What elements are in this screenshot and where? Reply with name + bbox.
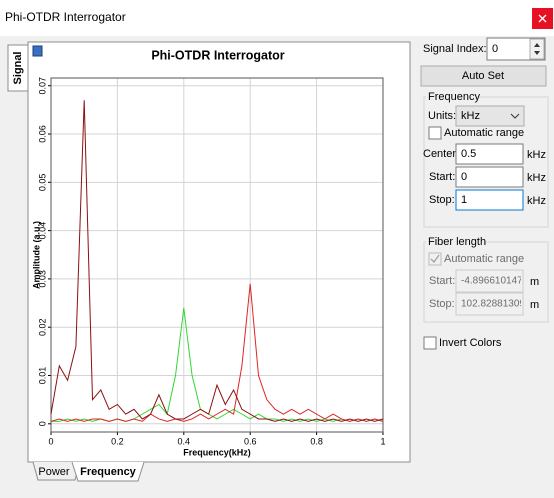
- y-tick-label: 0.06: [37, 125, 47, 143]
- fiber-start-input: [455, 269, 524, 293]
- x-tick-label: 0.2: [111, 436, 124, 446]
- signal-index-label: Signal Index:: [423, 43, 487, 55]
- unit-label: kHz: [527, 172, 546, 184]
- center-input[interactable]: [455, 143, 524, 165]
- plot-frame: [50, 77, 384, 433]
- unit-label: m: [530, 276, 539, 288]
- tab-label[interactable]: Signal: [12, 51, 24, 84]
- start-value[interactable]: 0: [461, 171, 467, 183]
- unit-label: kHz: [527, 195, 546, 207]
- group-label-bg: [426, 236, 486, 248]
- plot-area: [51, 78, 383, 432]
- start-label: Start:: [429, 171, 455, 183]
- x-tick-label: 0.6: [244, 436, 257, 446]
- start-input[interactable]: [455, 166, 524, 188]
- group-label-bg: [426, 91, 478, 103]
- fiber-automatic-range-checkbox: Automatic range: [428, 252, 524, 266]
- group-title: Frequency: [428, 91, 480, 103]
- stop-value[interactable]: 1: [461, 194, 467, 206]
- y-tick-label: 0: [37, 421, 47, 426]
- stop-label: Stop:: [429, 194, 455, 206]
- units-dropdown[interactable]: kHz: [455, 105, 525, 127]
- y-tick-label: 0.03: [37, 270, 47, 288]
- fiber-start-value: -4.896610147: [461, 276, 523, 287]
- y-tick-label: 0.07: [37, 77, 47, 95]
- unit-label: kHz: [527, 149, 546, 161]
- group-title: Fiber length: [428, 236, 486, 248]
- frequency-tab[interactable]: Frequency: [71, 461, 145, 482]
- chart-title: Phi-OTDR Interrogator: [151, 48, 284, 62]
- invert-colors-checkbox[interactable]: Invert Colors: [423, 336, 502, 350]
- signal-index-value[interactable]: 0: [492, 43, 498, 55]
- checkbox-label[interactable]: Automatic range: [444, 127, 524, 139]
- y-tick-label: 0.04: [37, 222, 47, 240]
- x-tick-label: 0.8: [310, 436, 323, 446]
- frequency-group: [423, 96, 549, 228]
- button-label[interactable]: Auto Set: [462, 70, 504, 82]
- stop-label: Stop:: [429, 298, 455, 310]
- center-value[interactable]: 0.5: [461, 148, 476, 160]
- automatic-range-checkbox[interactable]: Automatic range: [428, 126, 524, 140]
- series-line: [50, 283, 384, 422]
- x-tick-label: 1: [380, 436, 385, 446]
- x-tick-label: 0.4: [178, 436, 191, 446]
- series-line: [50, 100, 384, 422]
- units-value[interactable]: kHz: [461, 110, 480, 122]
- signal-tab[interactable]: Signal: [7, 44, 29, 92]
- auto-set-button[interactable]: Auto Set: [420, 65, 547, 87]
- y-tick-label: 0.02: [37, 318, 47, 336]
- fiber-stop-input: [455, 292, 524, 316]
- y-tick-label: 0.01: [37, 367, 47, 385]
- y-axis-label: Amplitude (a.u.): [31, 221, 41, 289]
- checkbox-label: Automatic range: [444, 253, 524, 265]
- units-label: Units:: [428, 110, 456, 122]
- center-label: Center:: [423, 148, 459, 160]
- checkbox-label[interactable]: Invert Colors: [439, 337, 502, 349]
- power-tab[interactable]: Power: [32, 461, 81, 481]
- x-axis-label: Frequency(kHz): [183, 447, 251, 457]
- unit-label: m: [530, 299, 539, 311]
- tab-label[interactable]: Power: [38, 466, 70, 478]
- x-tick-label: 0: [48, 436, 53, 446]
- title-bar: [0, 0, 554, 36]
- chart-icon: [32, 45, 43, 57]
- chart: Phi-OTDR Interrogator Amplitude (a.u.) F…: [31, 48, 385, 457]
- window-title: Phi-OTDR Interrogator: [5, 10, 126, 24]
- signal-index-spinbox[interactable]: 0: [486, 37, 546, 61]
- tab-label[interactable]: Frequency: [80, 466, 137, 478]
- close-button[interactable]: [532, 8, 553, 29]
- stop-input[interactable]: [455, 189, 524, 211]
- start-label: Start:: [429, 275, 455, 287]
- fiber-stop-value: 102.82881309: [461, 299, 525, 310]
- y-tick-label: 0.05: [37, 174, 47, 192]
